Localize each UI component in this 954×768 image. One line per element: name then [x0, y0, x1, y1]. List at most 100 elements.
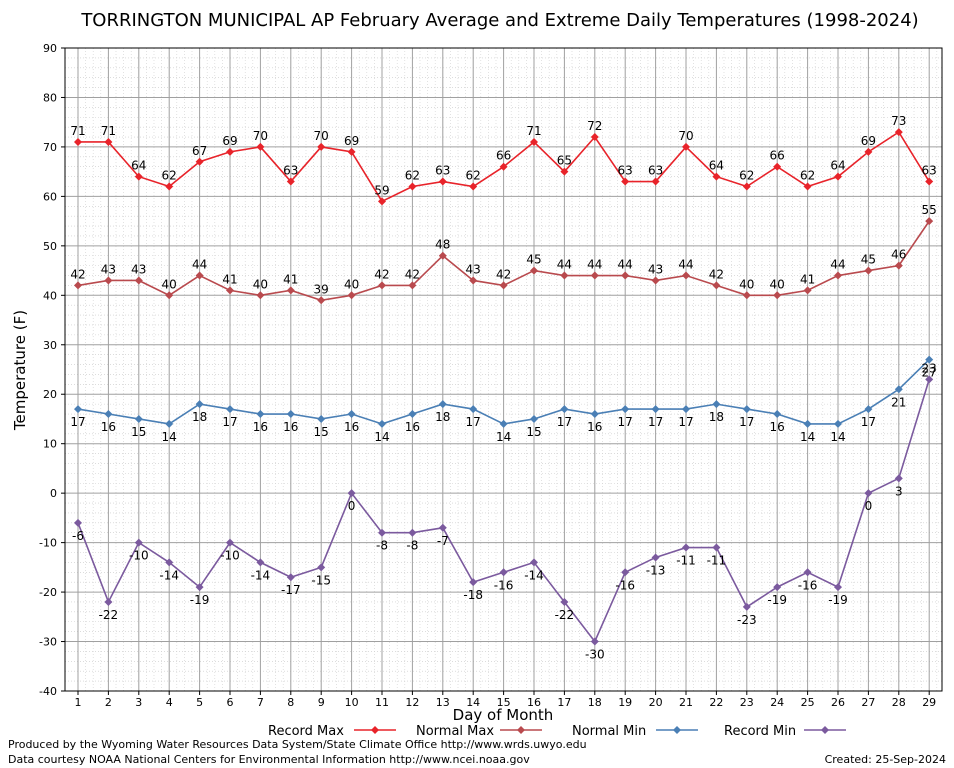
normal-min-point — [651, 405, 660, 414]
x-tick-label: 16 — [527, 696, 541, 709]
normal-max-point — [195, 271, 204, 280]
normal-min-value-label: 16 — [344, 420, 359, 434]
normal-max-value-label: 44 — [192, 258, 207, 272]
normal-max-point — [590, 271, 599, 280]
record-min-value-label: -8 — [406, 539, 418, 553]
record-max-value-label: 70 — [253, 129, 268, 143]
normal-max-value-label: 46 — [891, 248, 906, 262]
record-min-point — [560, 597, 569, 606]
normal-min-value-label: 15 — [131, 425, 146, 439]
record-max-point — [134, 172, 143, 181]
normal-min-point — [621, 405, 630, 414]
record-max-value-label: 71 — [70, 124, 85, 138]
x-tick-label: 10 — [345, 696, 359, 709]
record-min-value-label: 23 — [922, 361, 937, 375]
record-min-point — [682, 543, 690, 552]
record-min-value-label: -22 — [555, 608, 575, 622]
y-tick-label: 60 — [43, 190, 57, 203]
record-min-point — [742, 602, 751, 611]
legend-record-max-label: Record Max — [268, 724, 344, 739]
record-min-point — [256, 558, 265, 567]
record-max-value-label: 66 — [770, 149, 785, 163]
normal-max-value-label: 41 — [800, 272, 815, 286]
x-tick-label: 4 — [166, 696, 173, 709]
normal-max-point — [438, 251, 447, 260]
normal-max-value-label: 43 — [101, 262, 116, 276]
normal-min-value-label: 17 — [557, 415, 572, 429]
x-axis-label: Day of Month — [453, 706, 554, 724]
normal-min-point — [530, 414, 538, 423]
record-max-point — [226, 147, 234, 156]
normal-max-point — [925, 217, 934, 226]
y-tick-label: -10 — [39, 537, 57, 550]
normal-min-point — [74, 405, 82, 414]
record-max-value-label: 64 — [131, 159, 146, 173]
record-min-point — [621, 568, 630, 577]
record-max-point — [773, 162, 782, 171]
normal-min-value-label: 15 — [526, 425, 541, 439]
record-max-point — [803, 182, 812, 191]
legend-normal-max-label: Normal Max — [416, 724, 494, 739]
normal-min-value-label: 17 — [466, 415, 481, 429]
y-axis-ticks: 90 80 70 60 50 40 30 20 10 0 -10 -20 -30 -40 — [39, 42, 65, 698]
normal-min-point — [438, 400, 447, 409]
record-min-point — [894, 474, 903, 483]
x-tick-label: 20 — [649, 696, 663, 709]
normal-max-value-label: 41 — [283, 272, 298, 286]
normal-max-point — [773, 291, 782, 300]
y-tick-label: 10 — [43, 438, 57, 451]
normal-min-point — [834, 419, 842, 428]
normal-max-value-label: 43 — [466, 262, 481, 276]
normal-min-value-label: 16 — [587, 420, 602, 434]
normal-max-point — [864, 266, 873, 275]
record-max-point — [894, 128, 903, 137]
record-max-point — [408, 182, 417, 191]
normal-min-value-label: 17 — [222, 415, 237, 429]
x-tick-label: 1 — [75, 696, 82, 709]
record-min-value-label: -6 — [72, 529, 84, 543]
record-max-value-label: 67 — [192, 144, 207, 158]
record-max-value-label: 71 — [526, 124, 541, 138]
normal-min-point — [256, 410, 265, 419]
x-tick-label: 25 — [801, 696, 815, 709]
y-tick-label: -40 — [39, 685, 57, 698]
record-min-value-label: -14 — [251, 568, 271, 582]
normal-max-point — [469, 276, 478, 285]
normal-max-point — [74, 281, 82, 290]
record-max-value-label: 69 — [222, 134, 237, 148]
record-max-value-label: 65 — [557, 154, 572, 168]
record-max-value-label: 62 — [405, 168, 420, 182]
normal-max-point — [226, 286, 234, 295]
record-max-value-label: 63 — [283, 164, 298, 178]
normal-max-point — [894, 261, 903, 270]
record-min-point — [864, 489, 873, 498]
record-min-point — [438, 523, 447, 532]
y-tick-label: 50 — [43, 240, 57, 253]
normal-max-value-label: 44 — [618, 258, 633, 272]
x-tick-label: 29 — [922, 696, 936, 709]
x-tick-label: 11 — [375, 696, 389, 709]
record-max-value-label: 69 — [344, 134, 359, 148]
normal-min-value-label: 18 — [192, 410, 207, 424]
normal-max-point — [834, 271, 842, 280]
footer-created: Created: 25-Sep-2024 — [825, 753, 946, 766]
normal-min-point — [742, 405, 751, 414]
record-min-value-label: -14 — [524, 568, 544, 582]
normal-max-value-label: 55 — [922, 203, 937, 217]
normal-min-point — [560, 405, 569, 414]
x-tick-label: 5 — [196, 696, 203, 709]
record-max-point — [165, 182, 174, 191]
data-labels: 71 71 64 62 67 69 70 63 70 69 59 62 63 62 66 71 65 72 63 63… — [70, 114, 936, 661]
record-min-value-label: -11 — [707, 554, 727, 568]
record-min-value-label: -22 — [99, 608, 119, 622]
chart-title: TORRINGTON MUNICIPAL AP February Average… — [80, 10, 918, 31]
normal-max-point — [621, 271, 630, 280]
record-min-value-label: -23 — [737, 613, 757, 627]
normal-max-point — [256, 291, 265, 300]
normal-max-point — [712, 281, 721, 290]
record-min-point — [74, 518, 82, 527]
record-max-value-label: 64 — [709, 159, 724, 173]
normal-max-point — [104, 276, 113, 285]
normal-max-point — [408, 281, 417, 290]
normal-max-point — [803, 286, 812, 295]
